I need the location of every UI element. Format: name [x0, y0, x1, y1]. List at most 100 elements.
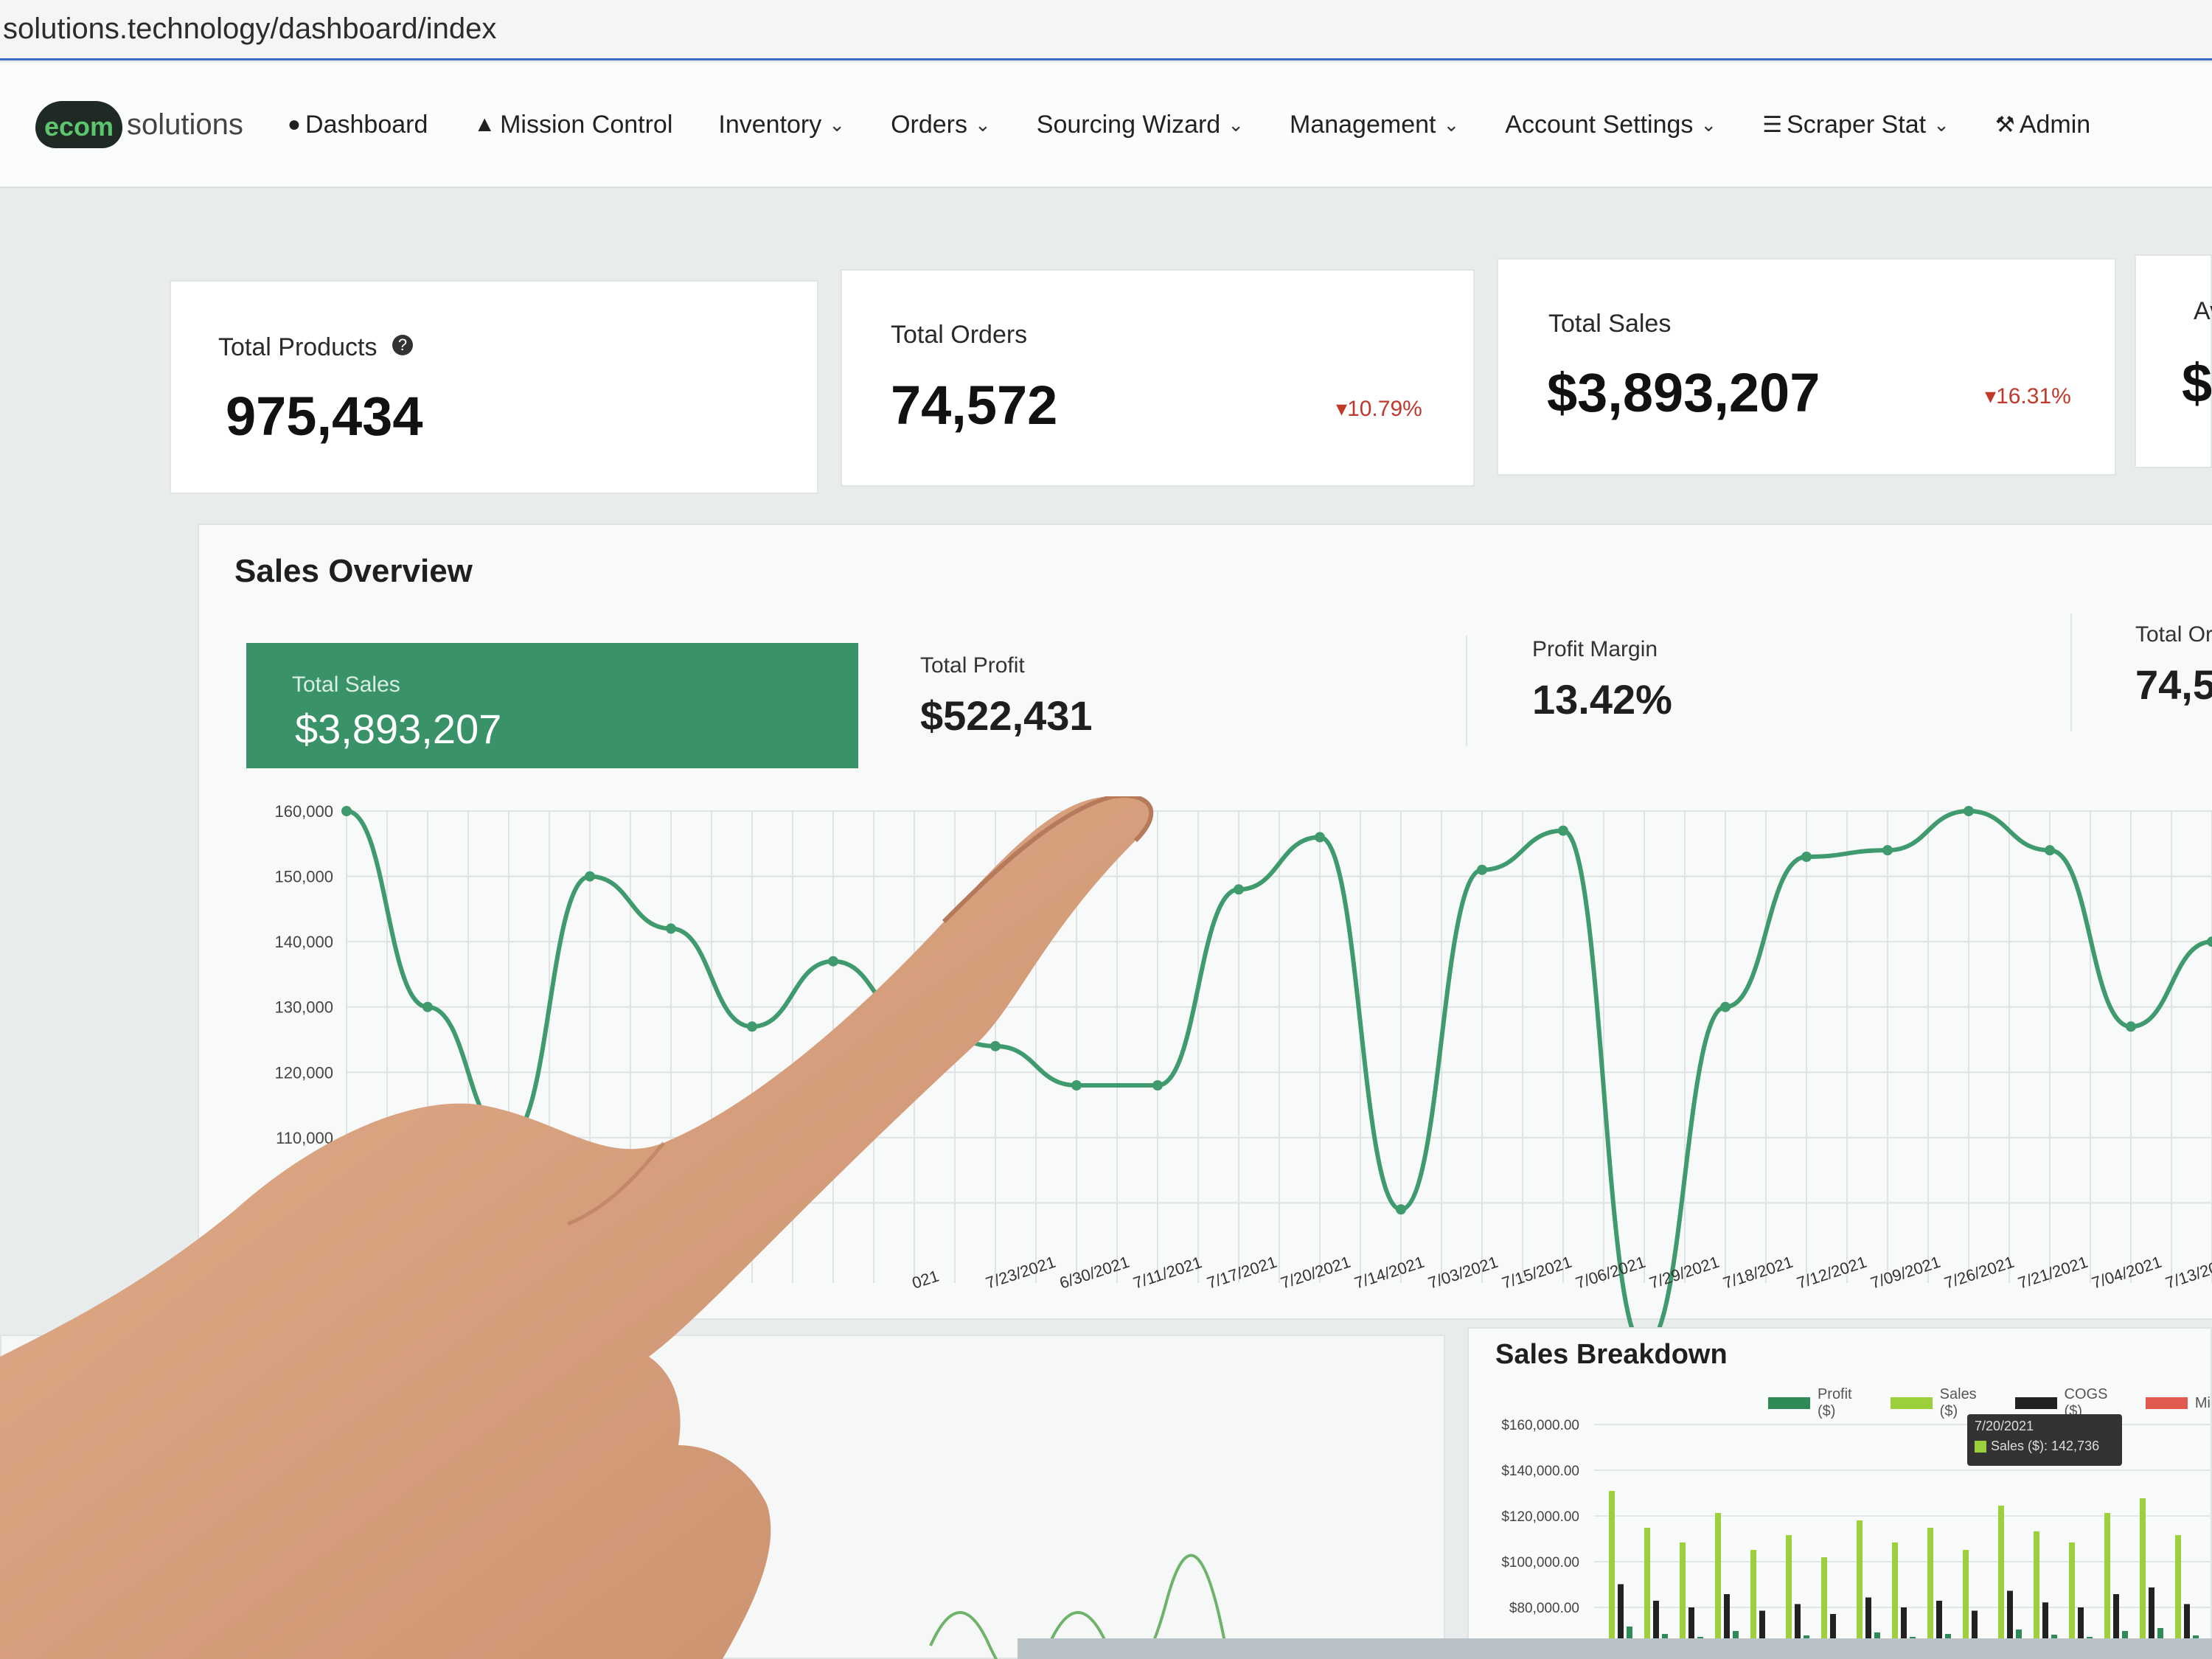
panel-title: Sales Overview: [234, 553, 473, 589]
y-tick-label: $140,000.00: [1501, 1464, 1579, 1479]
stat-card-sales: Total Sales $3,893,207 ▾16.31%: [1497, 258, 2116, 476]
address-bar[interactable]: solutions.technology/dashboard/index: [0, 0, 2212, 60]
bar-sales: [1821, 1557, 1827, 1659]
kpi-profit-margin[interactable]: Profit Margin 13.42%: [1532, 637, 1672, 723]
bar-cogs: [1936, 1601, 1942, 1659]
bar-sales: [2069, 1543, 2075, 1659]
bar-cogs: [1653, 1601, 1659, 1659]
stat-value: $: [2182, 352, 2212, 414]
bar-sales: [1998, 1506, 2004, 1659]
url-text[interactable]: solutions.technology/dashboard/index: [3, 13, 497, 45]
nav-label: Admin: [2019, 110, 2091, 139]
nav-orders[interactable]: Orders ⌄: [891, 111, 991, 139]
chevron-down-icon: ⌄: [1700, 113, 1717, 136]
panel-title: Sales Breakdown: [1495, 1339, 1728, 1370]
bar-sales: [1892, 1543, 1898, 1659]
bar-sales: [2104, 1513, 2110, 1659]
wrench-icon: ⚒: [1994, 112, 2015, 137]
delta-value: 16.31%: [1996, 384, 2071, 408]
bar-sales: [1644, 1528, 1650, 1659]
chevron-down-icon: ⌄: [974, 113, 991, 136]
help-icon[interactable]: ?: [392, 335, 413, 355]
kpi-divider: [2070, 613, 2072, 731]
kpi-label: Profit Margin: [1532, 637, 1658, 661]
delta-value: 10.79%: [1347, 397, 1422, 421]
caret-down-icon: ▾: [1985, 384, 1997, 408]
kpi-value: $522,431: [920, 692, 1093, 739]
bar-sales: [2175, 1535, 2181, 1659]
bar-chart-svg: $160,000.00 $140,000.00 $120,000.00 $100,00…: [1501, 1418, 2212, 1659]
bar-cogs: [2113, 1594, 2119, 1659]
bar-cogs: [2078, 1607, 2084, 1659]
y-tick-label: $80,000.00: [1509, 1601, 1579, 1616]
stat-label: Total Products: [218, 333, 378, 361]
nav-label: Orders: [891, 110, 967, 139]
kpi-value: $3,893,207: [295, 706, 502, 752]
stat-value: 74,572: [891, 375, 1058, 436]
binoculars-icon: ▲: [473, 112, 496, 136]
y-tick-label: $120,000.00: [1501, 1509, 1579, 1525]
kpi-divider: [1466, 636, 1467, 746]
sales-breakdown-panel: Sales Breakdown Profit ($) Sales ($) COG…: [1467, 1327, 2212, 1659]
bar-sales: [1857, 1520, 1863, 1659]
chevron-down-icon: ⌄: [829, 113, 846, 136]
nav-label: Dashboard: [305, 110, 428, 139]
bar-cogs: [2149, 1587, 2154, 1659]
chevron-down-icon: ⌄: [1933, 113, 1950, 136]
bottom-left-panel: [0, 1335, 1445, 1659]
bar-sales: [1680, 1543, 1686, 1659]
stat-card-average: Av $: [2135, 254, 2212, 468]
legend-swatch: [2014, 1397, 2057, 1409]
bar-cogs: [2184, 1604, 2190, 1659]
stat-value: 975,434: [226, 386, 423, 447]
nav-label: Management: [1290, 110, 1436, 139]
dashboard-icon: ●: [287, 112, 302, 136]
nav-admin[interactable]: ⚒ Admin: [1995, 111, 2090, 139]
os-dock: [1018, 1638, 2212, 1659]
stat-value: $3,893,207: [1547, 362, 1820, 423]
legend-label[interactable]: Mi: [2194, 1394, 2211, 1411]
bar-cogs: [1972, 1610, 1978, 1659]
bar-sales: [1715, 1513, 1721, 1659]
legend-label[interactable]: Sales ($): [1939, 1386, 1977, 1419]
nav-label: Inventory: [718, 110, 822, 139]
nav-account-settings[interactable]: Account Settings ⌄: [1505, 111, 1717, 139]
nav-inventory[interactable]: Inventory ⌄: [718, 111, 845, 139]
kpi-label: Total Sales: [292, 672, 400, 697]
mini-area-chart: [929, 1554, 1286, 1659]
top-navbar: ecom solutions ● Dashboard ▲ Mission Con…: [0, 63, 2212, 188]
kpi-total-profit[interactable]: Total Profit $522,431: [920, 653, 1093, 740]
nav-label: Mission Control: [500, 110, 673, 139]
nav-label: Scraper Stat: [1787, 110, 1927, 139]
bar-sales: [1963, 1550, 1969, 1659]
chevron-down-icon: ⌄: [1443, 113, 1460, 136]
sales-overview-panel: Sales Overview Total Sales $3,893,207 To…: [198, 524, 2212, 1320]
list-icon: ☰: [1762, 112, 1783, 137]
kpi-total-orders[interactable]: Total Or 74,57: [2135, 622, 2212, 709]
nav-sourcing-wizard[interactable]: Sourcing Wizard ⌄: [1037, 111, 1244, 139]
kpi-label: Total Or: [2135, 622, 2212, 647]
bar-cogs: [1901, 1607, 1907, 1659]
brand-logo[interactable]: ecom solutions: [35, 101, 243, 148]
legend-swatch: [1768, 1397, 1810, 1409]
bar-cogs: [1865, 1597, 1871, 1659]
tooltip-swatch: [1975, 1440, 1986, 1453]
bar-sales: [2140, 1498, 2146, 1659]
kpi-label: Total Profit: [920, 653, 1025, 678]
stat-card-products: Total Products ? 975,434: [170, 280, 818, 494]
bar-cogs: [1830, 1614, 1836, 1659]
nav-mission-control[interactable]: ▲ Mission Control: [473, 111, 672, 139]
bar-sales: [1786, 1535, 1792, 1659]
bar-sales: [1750, 1550, 1756, 1659]
y-tick-label: $160,000.00: [1501, 1418, 1579, 1433]
legend-label[interactable]: Profit ($): [1817, 1386, 1852, 1419]
kpi-total-sales[interactable]: Total Sales $3,893,207: [246, 643, 858, 768]
caret-down-icon: ▾: [1336, 397, 1348, 421]
nav-label: Sourcing Wizard: [1036, 110, 1221, 139]
nav-scraper-stat[interactable]: ☰ Scraper Stat ⌄: [1762, 111, 1950, 139]
bar-sales: [1609, 1491, 1615, 1659]
bar-cogs: [1795, 1604, 1801, 1659]
nav-dashboard[interactable]: ● Dashboard: [288, 111, 428, 139]
bar-cogs: [2007, 1590, 2013, 1659]
nav-management[interactable]: Management ⌄: [1290, 111, 1459, 139]
